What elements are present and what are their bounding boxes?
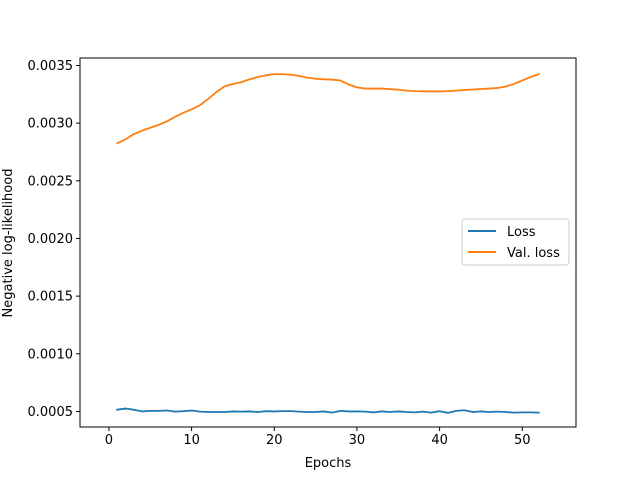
- series-line-val-loss: [115, 72, 540, 145]
- series-line-loss: [116, 407, 540, 414]
- legend: Loss Val. loss: [461, 218, 570, 266]
- y-axis-label: Negative log-likelihood: [1, 169, 16, 318]
- x-axis-label: Epochs: [305, 456, 352, 471]
- y-tick-label: 0.0035: [28, 59, 74, 74]
- x-tick-label: 50: [514, 433, 531, 448]
- legend-label-loss: Loss: [507, 225, 536, 240]
- x-tick-label: 0: [105, 433, 113, 448]
- x-tick-label: 30: [349, 433, 366, 448]
- series-layer: [115, 72, 540, 414]
- legend-label-val-loss: Val. loss: [507, 246, 560, 261]
- y-tick-label: 0.0020: [28, 232, 74, 247]
- y-tick-label: 0.0015: [28, 290, 74, 305]
- x-tick-label: 20: [266, 433, 283, 448]
- y-tick-label: 0.0030: [28, 117, 74, 132]
- x-tick-label: 40: [431, 433, 448, 448]
- y-tick-label: 0.0025: [28, 174, 74, 189]
- x-tick-label: 10: [183, 433, 200, 448]
- plot-frame: [79, 57, 577, 428]
- y-axis-ticks: 0.0005 0.0010 0.0015 0.0020 0.0025 0.0030 0.00…: [28, 59, 80, 420]
- y-tick-label: 0.0010: [28, 347, 74, 362]
- y-tick-label: 0.0005: [28, 405, 74, 420]
- x-axis-ticks: 0 10 20 30 40 50: [105, 427, 531, 448]
